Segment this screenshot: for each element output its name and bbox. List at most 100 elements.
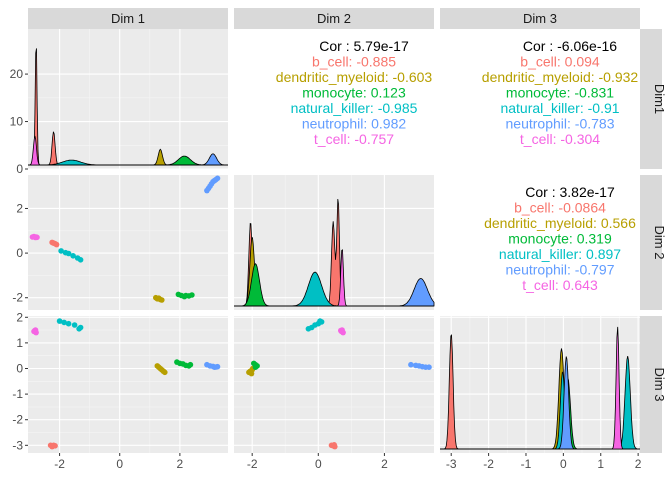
x-tick-label: 0 <box>116 457 123 471</box>
point-natural_killer <box>58 248 64 254</box>
correlation-panel-row2-col3: Cor : 3.82e-17b_cell: -0.0864dendritic_m… <box>484 184 636 293</box>
density-panel-row3-col3 <box>440 326 640 450</box>
x-axis-col-1: -2 0 2 <box>54 453 184 471</box>
y-axis-row-1: 0 10 20 <box>10 67 28 176</box>
cor-value-t_cell: t_cell: 0.643 <box>522 277 598 293</box>
y-tick-label: 1 <box>16 336 23 350</box>
panel-3-2 <box>234 316 434 453</box>
panel-3-1 <box>28 316 228 453</box>
x-axis-col-2: -2 0 2 <box>247 453 388 471</box>
density-t_cell <box>234 249 434 307</box>
scatter-panel-row2-col1 <box>29 175 221 303</box>
x-tick-label: 1 <box>597 457 604 471</box>
cor-value-natural_killer: natural_killer: -0.91 <box>500 100 619 116</box>
point-b_cell <box>53 241 60 248</box>
x-tick-label: -2 <box>247 457 258 471</box>
gridlines-1-1 <box>28 29 228 170</box>
point-t_cell <box>32 327 38 334</box>
cor-title: Cor : 5.79e-17 <box>319 38 409 54</box>
row-strip-1 <box>640 29 662 169</box>
y-tick-label: -1 <box>12 387 23 401</box>
panel-1-1 <box>28 29 228 169</box>
point-natural_killer <box>318 319 325 325</box>
x-tick-label: 0 <box>560 457 567 471</box>
point-monocyte <box>189 292 195 298</box>
point-neutrophil <box>214 363 221 370</box>
row-strip-2 <box>640 175 662 310</box>
cor-value-neutrophil: neutrophil: -0.783 <box>506 116 615 132</box>
point-natural_killer <box>61 319 67 326</box>
correlation-panel-row1-col2: Cor : 5.79e-17b_cell: -0.885dendritic_my… <box>276 38 433 147</box>
cor-value-monocyte: monocyte: 0.319 <box>508 231 612 247</box>
y-tick-label: -2 <box>12 413 23 427</box>
x-tick-label: 2 <box>381 457 388 471</box>
cor-value-b_cell: b_cell: 0.094 <box>520 54 600 70</box>
y-tick-label: 20 <box>10 67 24 81</box>
cor-value-b_cell: b_cell: -0.0864 <box>514 200 606 216</box>
cor-value-neutrophil: neutrophil: 0.982 <box>302 116 407 132</box>
cor-value-t_cell: t_cell: -0.304 <box>520 131 600 147</box>
col-strip-3 <box>440 8 640 29</box>
cor-value-monocyte: monocyte: -0.831 <box>506 85 614 101</box>
point-natural_killer <box>71 322 78 328</box>
y-tick-label: -2 <box>12 291 23 305</box>
cor-value-t_cell: t_cell: -0.757 <box>314 131 394 147</box>
y-tick-label: 2 <box>16 310 23 324</box>
x-tick-label: 2 <box>635 457 642 471</box>
panel-3-3 <box>440 316 640 453</box>
x-tick-label: 2 <box>177 457 184 471</box>
cor-value-b_cell: b_cell: -0.885 <box>312 54 396 70</box>
x-tick-label: -2 <box>483 457 494 471</box>
col-strip-2 <box>234 8 434 29</box>
point-neutrophil <box>214 175 221 182</box>
cor-value-dendritic_myeloid: dendritic_myeloid: 0.566 <box>484 215 636 231</box>
row-strip-label: Dim 2 <box>652 226 667 260</box>
cor-title: Cor : -6.06e-16 <box>523 38 617 54</box>
cor-value-dendritic_myeloid: dendritic_myeloid: -0.603 <box>276 69 433 85</box>
y-tick-label: -3 <box>12 438 23 452</box>
point-natural_killer <box>77 324 84 331</box>
point-t_cell <box>338 327 344 334</box>
row-gridlines-3-3 <box>440 316 640 446</box>
point-dendritic_myeloid <box>162 369 168 376</box>
x-tick-label: 0 <box>315 457 322 471</box>
point-dendritic_myeloid <box>159 297 165 303</box>
point-monocyte <box>252 364 259 371</box>
cor-value-dendritic_myeloid: dendritic_myeloid: -0.932 <box>482 69 639 85</box>
density-panel-row2-col2 <box>234 198 435 307</box>
cor-title: Cor : 3.82e-17 <box>525 184 615 200</box>
point-neutrophil <box>408 361 414 368</box>
point-natural_killer <box>65 250 72 257</box>
x-tick-label: -2 <box>54 457 65 471</box>
y-tick-label: 10 <box>10 115 24 129</box>
x-tick-label: -1 <box>521 457 532 471</box>
gridlines-3-2 <box>234 316 434 453</box>
density-t_cell <box>440 326 640 450</box>
point-neutrophil <box>426 364 432 371</box>
gridlines-3-1 <box>28 316 228 453</box>
y-tick-label: 2 <box>16 201 23 215</box>
y-tick-label: 0 <box>16 246 23 260</box>
cor-value-neutrophil: neutrophil: -0.797 <box>506 262 615 278</box>
x-tick-label: -3 <box>446 457 457 471</box>
col-strip-label: Dim 1 <box>111 11 145 26</box>
row-strip-label: Dim 3 <box>652 368 667 402</box>
y-tick-label: 0 <box>16 361 23 375</box>
point-dendritic_myeloid <box>248 370 255 377</box>
point-b_cell <box>331 442 338 448</box>
panel-2-1 <box>28 175 228 310</box>
point-natural_killer <box>77 257 84 263</box>
scatter-panel-row3-col1 <box>31 318 221 450</box>
y-axis-row-2: -2 0 2 <box>12 201 28 305</box>
density-panel-row1-col1 <box>28 48 228 166</box>
col-strip-1 <box>28 8 228 29</box>
col-strip-label: Dim 2 <box>317 11 351 26</box>
point-t_cell <box>34 234 40 241</box>
point-monocyte <box>187 361 194 368</box>
x-axis-col-3: -3 -2 -1 0 1 2 <box>446 453 642 471</box>
point-natural_killer <box>70 253 76 259</box>
row-strip-3 <box>640 316 662 453</box>
y-tick-label: 0 <box>16 162 23 176</box>
col-strip-label: Dim 3 <box>523 11 557 26</box>
